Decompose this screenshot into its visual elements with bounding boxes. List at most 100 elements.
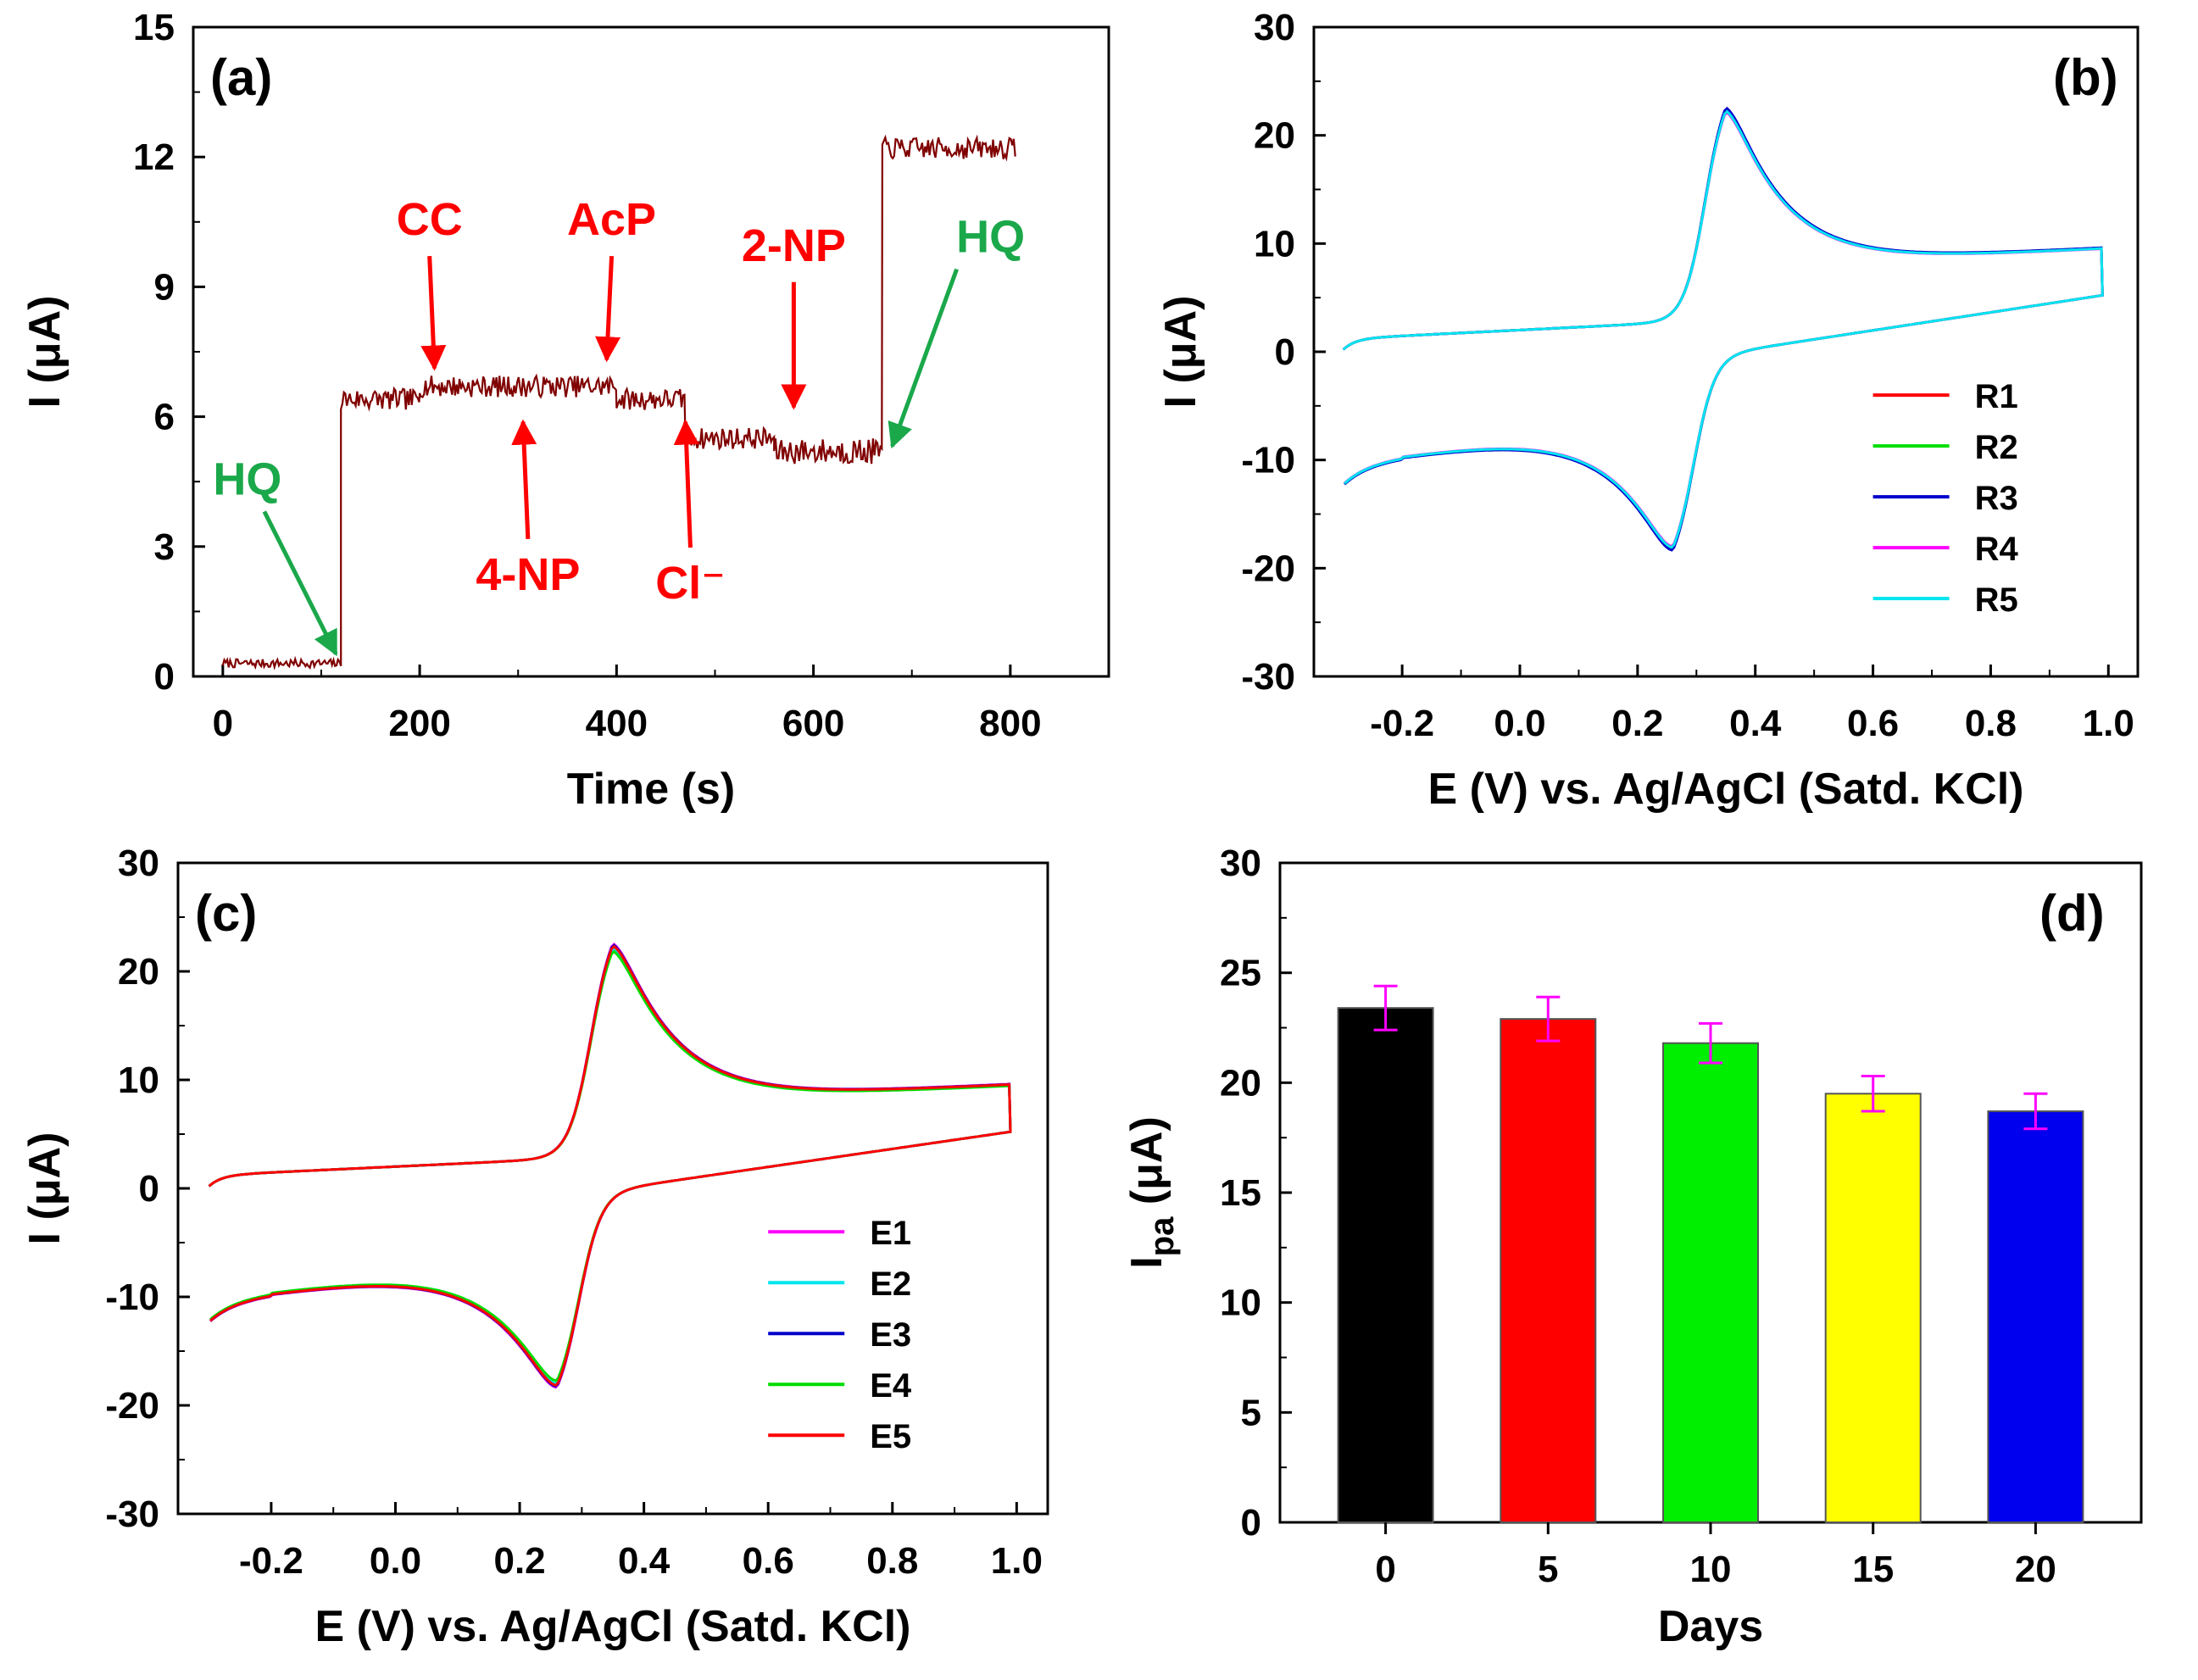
y-tick-label: 0 xyxy=(154,656,175,698)
x-tick-label: 0.8 xyxy=(866,1540,918,1582)
panel-label: (b) xyxy=(2053,49,2118,106)
annotation-label: 4-NP xyxy=(476,549,580,600)
panel-c: -30 -20 -10 0 10 20 30 -0.2 0.0 0.2 0.4 0.6 0.8 1.0 (c… xyxy=(20,843,1049,1651)
y-axis-label: I (μA) xyxy=(20,1132,70,1245)
x-tick-label: 0.4 xyxy=(1729,703,1782,744)
legend-label: E4 xyxy=(870,1367,912,1405)
y-tick-label: -10 xyxy=(105,1277,159,1318)
x-tick-label: 200 xyxy=(388,703,450,744)
annotation-label: HQ xyxy=(213,454,281,505)
y-tick-label: 25 xyxy=(1220,953,1261,994)
bar xyxy=(1987,1110,2084,1523)
annotation-label: HQ xyxy=(956,212,1025,263)
y-tick-label: 6 xyxy=(154,397,175,438)
x-tick-label: -0.2 xyxy=(239,1540,303,1582)
panel-label: (c) xyxy=(195,885,257,942)
annotation-label: CC xyxy=(397,194,463,245)
annotation-arrow xyxy=(888,268,959,449)
x-tick-label: 0.0 xyxy=(1494,703,1545,744)
plot-frame xyxy=(176,861,1049,1516)
x-tick-label: 0.6 xyxy=(743,1540,794,1582)
y-tick-label: 3 xyxy=(154,526,175,568)
x-tick-label: 1.0 xyxy=(991,1540,1043,1582)
y-tick-label: -30 xyxy=(1241,656,1295,698)
annotation-arrow xyxy=(595,256,621,363)
y-tick-label: 30 xyxy=(118,843,159,884)
y-tick-label: -20 xyxy=(1241,548,1295,589)
x-axis-label: Time (s) xyxy=(567,765,735,814)
panel-label: (d) xyxy=(2039,885,2105,942)
x-axis-label: E (V) vs. Ag/AgCl (Satd. KCl) xyxy=(315,1602,911,1651)
panel-d: 0 5 10 15 20 25 30 (d) 0 5 10 15 20 Days Ipa (μA) xyxy=(1122,843,2143,1651)
y-tick-label: 20 xyxy=(118,951,159,993)
y-tick-label: 0 xyxy=(1275,331,1295,373)
annotation-arrow xyxy=(673,419,699,548)
bar xyxy=(1662,1042,1759,1523)
y-tick-label: 10 xyxy=(1220,1282,1261,1324)
legend-label: R1 xyxy=(1975,378,2018,415)
x-tick-label: 0.8 xyxy=(1965,703,2017,744)
y-tick-label: -10 xyxy=(1241,440,1295,481)
panel-a: 0 3 6 9 12 15 0 200 400 600 800 (a) HQ CC AcP 4-NP Cl⁻ 2-… xyxy=(20,7,1110,814)
annotation-arrow xyxy=(262,510,338,657)
y-tick-label: 20 xyxy=(1220,1062,1261,1104)
y-tick-label: 10 xyxy=(1254,223,1295,264)
legend-label: R4 xyxy=(1975,531,2019,568)
y-tick-label: 15 xyxy=(133,7,175,48)
y-tick-label: 10 xyxy=(118,1060,159,1101)
x-tick-label: 0.0 xyxy=(370,1540,421,1582)
x-tick-label: 5 xyxy=(1538,1549,1558,1590)
legend-label: R5 xyxy=(1975,581,2018,619)
x-tick-label: 1.0 xyxy=(2083,703,2134,744)
x-axis-label: Days xyxy=(1658,1602,1763,1651)
x-axis-label: E (V) vs. Ag/AgCl (Satd. KCl) xyxy=(1428,765,2024,814)
x-tick-label: 0.4 xyxy=(618,1540,671,1582)
y-tick-label: 0 xyxy=(1241,1502,1261,1544)
x-tick-label: 0.2 xyxy=(493,1540,545,1582)
annotation-label: 2-NP xyxy=(742,220,846,271)
y-tick-label: 0 xyxy=(139,1168,159,1210)
panel-label: (a) xyxy=(210,49,272,106)
x-tick-label: -0.2 xyxy=(1370,703,1434,744)
x-tick-label: 600 xyxy=(782,703,844,744)
y-tick-label: 30 xyxy=(1220,843,1261,884)
x-tick-label: 0 xyxy=(213,703,233,744)
y-tick-label: 15 xyxy=(1220,1172,1261,1214)
amperometric-trace xyxy=(221,134,1016,670)
legend-label: R3 xyxy=(1975,480,2018,517)
x-tick-label: 400 xyxy=(586,703,648,744)
plot-frame xyxy=(192,25,1110,678)
annotation-arrow xyxy=(420,256,447,371)
y-axis-label: I (μA) xyxy=(1156,296,1205,409)
y-tick-label: 20 xyxy=(1254,115,1295,157)
y-axis-label: Ipa (μA) xyxy=(1122,1116,1181,1269)
bar xyxy=(1500,1018,1597,1524)
legend-label: E3 xyxy=(870,1316,911,1354)
x-tick-label: 0.2 xyxy=(1611,703,1663,744)
bar xyxy=(1337,1007,1434,1524)
y-tick-label: 5 xyxy=(1241,1392,1261,1433)
x-tick-label: 15 xyxy=(1852,1549,1894,1590)
legend-label: E5 xyxy=(870,1418,911,1455)
x-tick-label: 10 xyxy=(1690,1549,1732,1590)
plot-frame xyxy=(1312,25,2140,678)
y-tick-label: 9 xyxy=(154,266,175,308)
x-tick-label: 20 xyxy=(2015,1549,2056,1590)
annotation-label: Cl⁻ xyxy=(655,558,726,609)
bar xyxy=(1824,1093,1922,1524)
legend-label: E2 xyxy=(870,1266,911,1303)
y-axis-label: I (μA) xyxy=(20,296,70,409)
annotation-label: AcP xyxy=(567,194,656,245)
cv-curve-e5 xyxy=(208,944,1012,1388)
legend-label: E1 xyxy=(870,1215,911,1252)
annotation-arrow xyxy=(511,419,537,539)
legend-label: R2 xyxy=(1975,429,2018,466)
y-tick-label: 12 xyxy=(133,136,175,178)
x-tick-label: 800 xyxy=(979,703,1041,744)
y-tick-label: 30 xyxy=(1254,7,1295,48)
panel-b: -30 -20 -10 0 10 20 30 -0.2 0.0 0.2 0.4 0.6 0.8 1.0 (b… xyxy=(1156,7,2140,814)
y-tick-label: -20 xyxy=(105,1385,159,1427)
x-tick-label: 0.6 xyxy=(1847,703,1899,744)
cv-curve-r5 xyxy=(1342,109,2104,549)
